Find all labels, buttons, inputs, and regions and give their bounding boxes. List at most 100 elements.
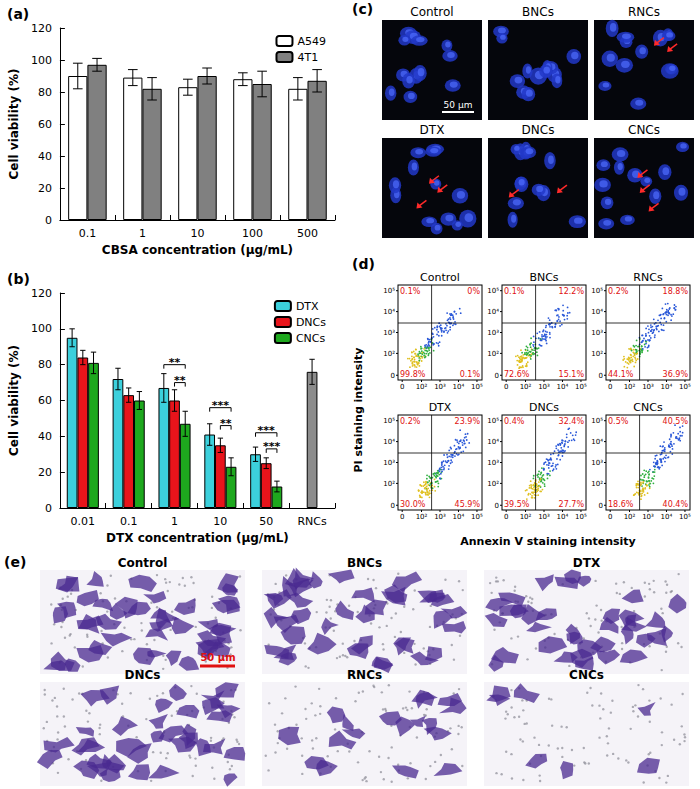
svg-text:RNCs: RNCs — [297, 515, 327, 528]
svg-text:10³: 10³ — [538, 513, 550, 521]
svg-text:40.4%: 40.4% — [663, 500, 689, 509]
svg-text:40.5%: 40.5% — [663, 417, 689, 426]
svg-text:10⁴: 10⁴ — [383, 308, 395, 316]
svg-text:PI staining intensity: PI staining intensity — [352, 347, 365, 472]
svg-text:4T1: 4T1 — [297, 51, 318, 64]
svg-text:80: 80 — [38, 86, 52, 99]
svg-text:DTX: DTX — [429, 401, 452, 414]
svg-text:0: 0 — [391, 502, 395, 510]
svg-text:18.6%: 18.6% — [608, 500, 634, 509]
svg-text:1: 1 — [171, 515, 178, 528]
svg-text:10⁵: 10⁵ — [487, 417, 499, 425]
svg-text:10²: 10² — [416, 383, 428, 391]
svg-text:10: 10 — [213, 515, 227, 528]
svg-text:10⁴: 10⁴ — [383, 438, 395, 446]
svg-text:0: 0 — [495, 502, 499, 510]
svg-text:10⁴: 10⁴ — [557, 383, 569, 391]
svg-text:20: 20 — [38, 466, 52, 479]
svg-text:10²: 10² — [591, 350, 603, 358]
svg-text:BNCs: BNCs — [529, 271, 558, 284]
svg-text:(b): (b) — [7, 271, 30, 287]
svg-text:10⁵: 10⁵ — [383, 417, 395, 425]
svg-text:36.9%: 36.9% — [663, 370, 689, 379]
svg-text:100: 100 — [31, 54, 52, 67]
svg-text:18.8%: 18.8% — [663, 287, 689, 296]
svg-text:Control: Control — [118, 556, 168, 570]
svg-text:15.1%: 15.1% — [559, 370, 585, 379]
svg-text:0.1%: 0.1% — [504, 287, 525, 296]
svg-text:10³: 10³ — [487, 459, 499, 467]
svg-text:120: 120 — [31, 287, 52, 300]
svg-text:10⁴: 10⁴ — [661, 383, 673, 391]
svg-text:Cell viability (%): Cell viability (%) — [7, 345, 21, 456]
svg-text:0.1: 0.1 — [120, 515, 138, 528]
svg-text:32.4%: 32.4% — [559, 417, 585, 426]
svg-text:10⁵: 10⁵ — [591, 417, 603, 425]
svg-text:0.5%: 0.5% — [608, 417, 629, 426]
svg-text:10⁴: 10⁴ — [591, 308, 603, 316]
svg-text:30.0%: 30.0% — [400, 500, 426, 509]
svg-text:0.2%: 0.2% — [400, 417, 421, 426]
svg-text:1: 1 — [139, 227, 146, 240]
svg-text:10⁵: 10⁵ — [487, 287, 499, 295]
svg-text:99.8%: 99.8% — [400, 370, 426, 379]
svg-text:DNCs: DNCs — [125, 668, 161, 682]
svg-text:10³: 10³ — [642, 513, 654, 521]
svg-text:DTX: DTX — [296, 300, 319, 313]
svg-text:DNCs: DNCs — [529, 401, 559, 414]
svg-text:44.1%: 44.1% — [608, 370, 634, 379]
svg-text:RNCs: RNCs — [633, 271, 663, 284]
svg-text:72.6%: 72.6% — [504, 370, 530, 379]
svg-text:0: 0 — [504, 513, 508, 521]
svg-text:10²: 10² — [383, 350, 395, 358]
svg-text:0: 0 — [504, 383, 508, 391]
svg-text:0: 0 — [608, 513, 612, 521]
svg-text:10³: 10³ — [487, 329, 499, 337]
svg-text:Annexin V staining intensity: Annexin V staining intensity — [460, 535, 636, 548]
svg-text:40: 40 — [38, 150, 52, 163]
svg-text:0: 0 — [45, 502, 52, 515]
svg-text:10³: 10³ — [591, 459, 603, 467]
svg-text:CNCs: CNCs — [296, 332, 326, 345]
svg-text:23.9%: 23.9% — [455, 417, 481, 426]
svg-text:10: 10 — [190, 227, 204, 240]
svg-text:DTX: DTX — [573, 556, 601, 570]
svg-text:CNCs: CNCs — [633, 401, 663, 414]
svg-text:RNCs: RNCs — [347, 668, 382, 682]
svg-text:120: 120 — [31, 22, 52, 35]
svg-text:10³: 10³ — [383, 459, 395, 467]
svg-text:50 μm: 50 μm — [200, 652, 235, 663]
svg-text:10⁵: 10⁵ — [575, 383, 587, 391]
svg-text:10⁴: 10⁴ — [487, 438, 499, 446]
svg-text:(d): (d) — [352, 256, 375, 272]
svg-text:BNCs: BNCs — [522, 5, 554, 19]
svg-text:10⁵: 10⁵ — [679, 383, 691, 391]
svg-text:0: 0 — [599, 372, 603, 380]
svg-text:10³: 10³ — [434, 513, 446, 521]
svg-text:DTX: DTX — [420, 123, 445, 137]
svg-text:CNCs: CNCs — [628, 123, 660, 137]
svg-text:10⁴: 10⁴ — [487, 308, 499, 316]
svg-text:10⁴: 10⁴ — [453, 383, 465, 391]
svg-text:12.2%: 12.2% — [559, 287, 585, 296]
svg-text:20: 20 — [38, 182, 52, 195]
svg-text:50: 50 — [259, 515, 273, 528]
svg-text:10³: 10³ — [642, 383, 654, 391]
svg-text:500: 500 — [297, 227, 318, 240]
svg-text:10⁴: 10⁴ — [453, 513, 465, 521]
svg-text:10³: 10³ — [538, 383, 550, 391]
svg-text:0: 0 — [599, 502, 603, 510]
svg-text:0: 0 — [495, 372, 499, 380]
svg-text:10³: 10³ — [591, 329, 603, 337]
svg-text:**: ** — [174, 374, 186, 387]
svg-text:10⁴: 10⁴ — [591, 438, 603, 446]
svg-text:10⁵: 10⁵ — [383, 287, 395, 295]
svg-text:10²: 10² — [383, 480, 395, 488]
svg-text:CBSA concentration (μg/mL): CBSA concentration (μg/mL) — [102, 243, 293, 257]
svg-text:10²: 10² — [624, 383, 636, 391]
svg-text:10⁴: 10⁴ — [557, 513, 569, 521]
svg-text:0.01: 0.01 — [71, 515, 96, 528]
svg-text:10⁵: 10⁵ — [679, 513, 691, 521]
svg-text:0.1%: 0.1% — [400, 287, 421, 296]
svg-text:0: 0 — [391, 372, 395, 380]
